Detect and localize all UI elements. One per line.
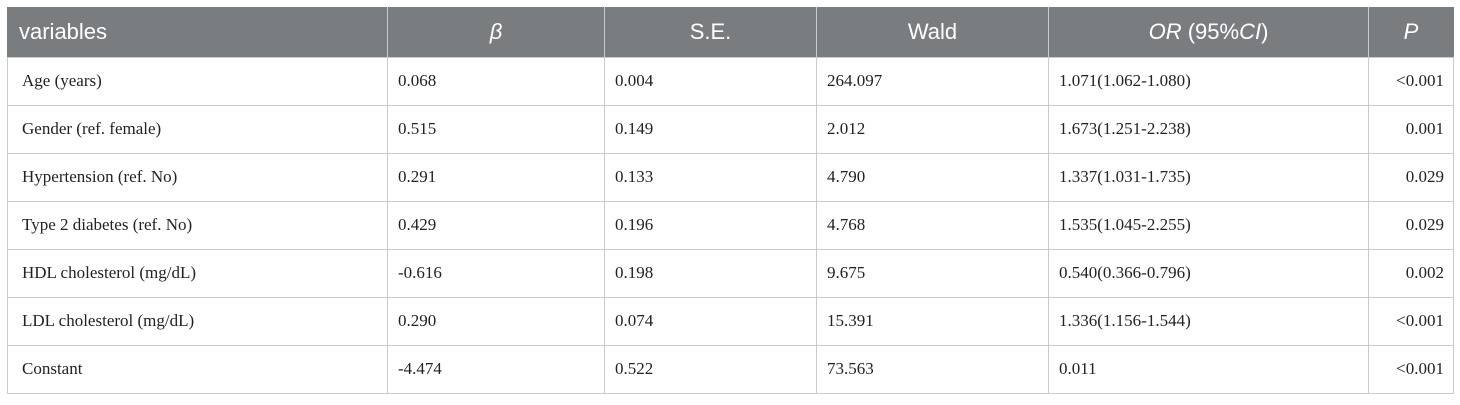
cell-beta: 0.429 [387, 200, 605, 250]
cell-p: 0.002 [1368, 248, 1454, 298]
header-p: P [1368, 7, 1454, 58]
table-row: Gender (ref. female) 0.515 0.149 2.012 1… [7, 104, 1454, 154]
cell-beta: -4.474 [387, 344, 605, 394]
cell-or: 1.071(1.062-1.080) [1048, 56, 1369, 106]
header-or-end: ) [1261, 18, 1269, 44]
table-row: Constant -4.474 0.522 73.563 0.011 <0.00… [7, 344, 1454, 394]
table-row: Age (years) 0.068 0.004 264.097 1.071(1.… [7, 56, 1454, 106]
cell-variable: Hypertension (ref. No) [7, 152, 388, 202]
cell-se: 0.522 [604, 344, 817, 394]
cell-se: 0.074 [604, 296, 817, 346]
cell-variable: HDL cholesterol (mg/dL) [7, 248, 388, 298]
cell-or: 0.011 [1048, 344, 1369, 394]
table-row: HDL cholesterol (mg/dL) -0.616 0.198 9.6… [7, 248, 1454, 298]
cell-p: <0.001 [1368, 56, 1454, 106]
header-or-95ci: OR (95%CI) [1048, 7, 1369, 58]
header-or-label: OR [1148, 18, 1182, 44]
cell-or: 1.535(1.045-2.255) [1048, 200, 1369, 250]
cell-se: 0.133 [604, 152, 817, 202]
cell-or: 1.337(1.031-1.735) [1048, 152, 1369, 202]
cell-wald: 4.768 [816, 200, 1049, 250]
cell-wald: 73.563 [816, 344, 1049, 394]
cell-se: 0.196 [604, 200, 817, 250]
cell-se: 0.004 [604, 56, 817, 106]
cell-beta: 0.515 [387, 104, 605, 154]
header-or-mid: (95% [1181, 18, 1240, 44]
table-body: Age (years) 0.068 0.004 264.097 1.071(1.… [7, 56, 1454, 394]
cell-beta: 0.068 [387, 56, 605, 106]
table-row: Hypertension (ref. No) 0.291 0.133 4.790… [7, 152, 1454, 202]
cell-or: 0.540(0.366-0.796) [1048, 248, 1369, 298]
table-row: Type 2 diabetes (ref. No) 0.429 0.196 4.… [7, 200, 1454, 250]
cell-p: 0.029 [1368, 152, 1454, 202]
cell-wald: 9.675 [816, 248, 1049, 298]
cell-beta: -0.616 [387, 248, 605, 298]
cell-or: 1.673(1.251-2.238) [1048, 104, 1369, 154]
cell-se: 0.149 [604, 104, 817, 154]
header-row: variables β S.E. Wald OR (95%CI) P [7, 7, 1454, 58]
cell-wald: 2.012 [816, 104, 1049, 154]
cell-wald: 4.790 [816, 152, 1049, 202]
table-row: LDL cholesterol (mg/dL) 0.290 0.074 15.3… [7, 296, 1454, 346]
cell-p: 0.001 [1368, 104, 1454, 154]
header-beta: β [387, 7, 605, 58]
cell-wald: 15.391 [816, 296, 1049, 346]
cell-p: <0.001 [1368, 296, 1454, 346]
table-header: variables β S.E. Wald OR (95%CI) P [7, 7, 1454, 58]
regression-results-table: variables β S.E. Wald OR (95%CI) P Age (… [7, 7, 1454, 394]
cell-variable: Age (years) [7, 56, 388, 106]
cell-beta: 0.290 [387, 296, 605, 346]
cell-variable: Constant [7, 344, 388, 394]
cell-p: 0.029 [1368, 200, 1454, 250]
cell-or: 1.336(1.156-1.544) [1048, 296, 1369, 346]
cell-beta: 0.291 [387, 152, 605, 202]
header-variables: variables [7, 7, 388, 58]
cell-se: 0.198 [604, 248, 817, 298]
header-wald: Wald [816, 7, 1049, 58]
cell-p: <0.001 [1368, 344, 1454, 394]
cell-variable: Type 2 diabetes (ref. No) [7, 200, 388, 250]
cell-variable: LDL cholesterol (mg/dL) [7, 296, 388, 346]
header-ci-label: CI [1239, 18, 1262, 44]
cell-wald: 264.097 [816, 56, 1049, 106]
header-se: S.E. [604, 7, 817, 58]
cell-variable: Gender (ref. female) [7, 104, 388, 154]
